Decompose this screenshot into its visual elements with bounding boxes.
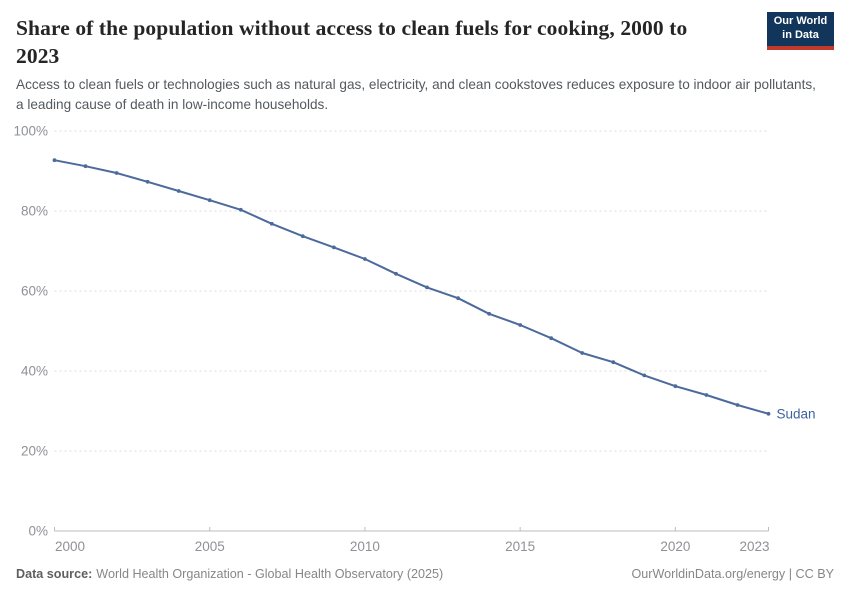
- data-point: [704, 393, 709, 397]
- data-point: [518, 323, 523, 327]
- x-tick-label: 2000: [55, 539, 85, 554]
- page-title: Share of the population without access t…: [16, 16, 688, 69]
- data-point: [735, 403, 740, 407]
- data-point: [52, 158, 57, 163]
- x-tick-label: 2020: [660, 539, 690, 554]
- credit-link[interactable]: OurWorldinData.org/energy | CC BY: [631, 567, 834, 581]
- data-point: [611, 360, 616, 365]
- data-point: [394, 271, 398, 276]
- chart-subtitle: Access to clean fuels or technologies su…: [16, 77, 816, 113]
- data-point: [145, 179, 150, 184]
- x-tick-label: 2015: [505, 539, 535, 554]
- chart-footer: Data source: World Health Organization - …: [16, 566, 834, 584]
- data-point: [673, 384, 678, 389]
- data-point: [425, 285, 429, 290]
- y-tick-label: 100%: [13, 124, 48, 139]
- y-tick-label: 20%: [21, 444, 48, 459]
- data-point: [238, 207, 243, 212]
- x-tick-label: 2005: [195, 539, 225, 554]
- data-point: [176, 189, 181, 193]
- line-chart: 0% 20% 40% 60% 80% 100% 2000 2005 2010 2015 2020 20…: [13, 124, 816, 555]
- data-point: [642, 373, 647, 378]
- y-tick-label: 40%: [21, 364, 48, 379]
- series-line: [53, 159, 770, 415]
- data-point: [487, 311, 491, 316]
- data-point: [456, 296, 460, 301]
- y-tick-label: 0%: [28, 524, 48, 539]
- data-point: [300, 234, 305, 239]
- owid-logo-line2: in Data: [782, 29, 819, 41]
- owid-logo[interactable]: Our World in Data: [767, 12, 834, 50]
- data-source-text: World Health Organization - Global Healt…: [96, 567, 444, 581]
- series-end-label: Sudan: [777, 406, 816, 421]
- data-point: [83, 164, 88, 169]
- data-point: [766, 411, 771, 416]
- data-point: [332, 245, 336, 250]
- y-tick-label: 80%: [21, 204, 48, 219]
- x-tick-label: 2010: [350, 539, 380, 554]
- owid-logo-line1: Our World: [773, 15, 828, 28]
- data-point: [207, 198, 212, 203]
- data-source-label: Data source:: [16, 567, 93, 581]
- data-source: Data source: World Health Organization - …: [16, 566, 443, 584]
- y-tick-label: 60%: [21, 284, 48, 299]
- data-point: [549, 336, 554, 341]
- data-point: [580, 351, 585, 355]
- data-point: [269, 221, 274, 226]
- x-tick-label: 2023: [739, 539, 769, 554]
- data-point: [363, 257, 367, 261]
- data-point: [114, 171, 119, 175]
